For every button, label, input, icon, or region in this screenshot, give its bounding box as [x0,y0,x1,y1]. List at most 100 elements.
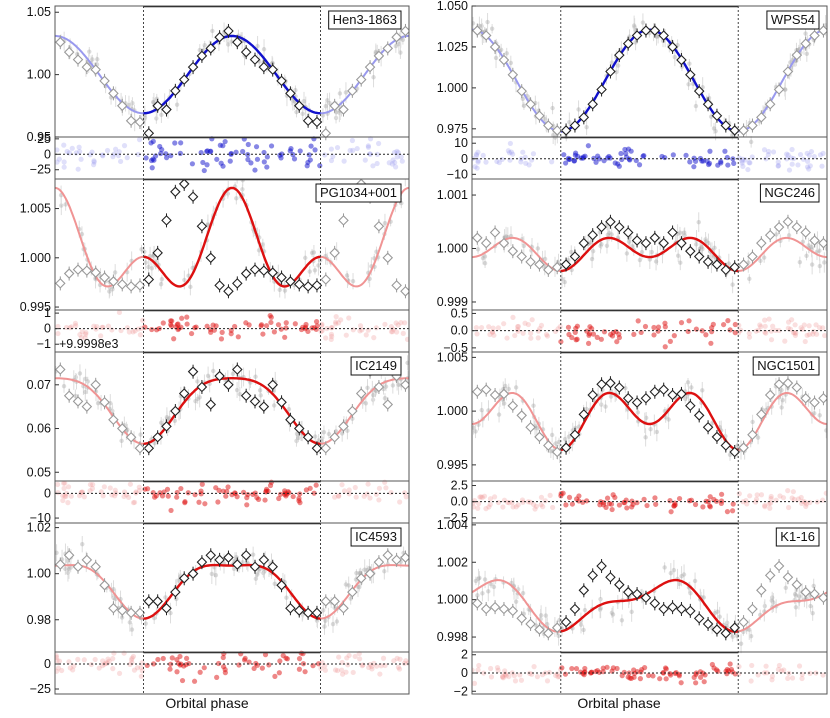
residual-point [565,324,572,330]
binned-data-point [161,104,172,115]
residual-point [67,325,73,331]
object-name-box [350,527,402,547]
raw-data-point [706,240,711,246]
resid-y-tick-label: 0 [44,147,51,161]
binned-data-point [818,392,827,404]
residual-point [272,673,278,679]
binned-data-point [543,440,554,451]
residual-point [476,662,482,669]
residual-point [668,509,674,515]
raw-data-point [675,253,681,258]
residual-point [70,667,76,673]
raw-data-point [65,570,71,576]
raw-data-point [320,113,326,118]
residual-point [347,147,353,154]
y-tick-label: 1.025 [437,40,468,54]
y-tick-label: 0.06 [27,422,51,436]
raw-data-point [817,248,822,253]
residual-point [192,325,198,331]
raw-data-point [66,566,72,572]
binned-data-point [578,237,590,249]
raw-data-point [678,260,683,265]
residual-point [352,653,358,660]
binned-data-point [649,598,661,609]
residual-point [235,334,241,340]
residual-point [542,498,548,504]
binned-data-point [205,43,217,54]
residual-point [807,163,813,169]
residual-point [736,155,742,161]
residual-point [268,143,275,149]
raw-data-point [793,605,799,610]
residual-point [336,654,342,660]
raw-data-point [668,570,674,576]
raw-data-point [312,268,318,273]
y-tick-label: 0.975 [437,122,468,136]
residual-point [263,323,270,329]
residual-point [160,320,166,326]
residual-point [350,327,356,333]
residual-point [634,500,640,506]
residual-point [136,137,143,143]
residual-point [386,160,392,166]
raw-data-point [679,573,684,579]
residual-point [813,331,820,337]
residual-point [472,164,478,170]
raw-data-point [382,396,388,401]
residual-point [488,674,495,680]
residual-point [129,659,135,666]
raw-data-point [597,607,603,612]
residual-point [532,506,538,512]
residual-point [218,336,225,342]
residual-point [224,488,230,495]
residual-point [768,328,774,334]
residual-point [307,157,313,163]
raw-data-point [90,57,95,62]
raw-data-point [143,621,148,626]
residual-point [550,504,556,511]
residual-point [557,323,563,330]
raw-data-point [713,128,718,134]
binned-data-point [480,237,492,249]
raw-data-point [362,567,367,572]
residual-point [486,504,492,510]
binned-data-point [614,221,625,233]
binned-data-point [55,36,66,48]
residual-point [398,320,404,326]
residual-point [604,495,611,501]
binned-data-point [747,120,758,131]
residual-point [761,147,768,153]
residual-point [91,159,97,165]
residual-point [795,496,802,502]
binned-data-point [293,605,305,616]
binned-data-point [187,568,199,579]
residual-point [518,677,525,683]
binned-data-point [400,25,409,37]
resid-y-tick-label: 0.5 [451,306,468,320]
panel-ngc1501: 0.995 1.000 1.005 −2.5 0.0 2.5 NGC1501 [437,350,828,525]
residual-point [753,328,759,334]
binned-data-point [161,602,172,614]
residual-point [678,680,684,686]
residual-point [184,655,190,661]
residual-point [373,325,379,331]
residual-point [624,505,630,511]
residual-point [619,156,625,163]
binned-data-point [569,429,581,441]
residual-point [91,158,97,164]
residual-point [636,162,643,168]
residual-point [803,503,809,509]
binned-data-point [640,25,652,36]
residual-point [218,160,224,166]
residual-point [276,670,282,676]
residual-point [582,665,588,672]
binned-data-point [667,227,678,238]
binned-data-point [355,573,367,584]
residual-point [722,148,728,154]
binned-data-point [134,442,146,454]
residual-point [683,152,689,158]
raw-data-point [348,596,353,601]
residual-point [367,151,373,157]
residual-point [475,159,481,165]
raw-data-point [786,233,792,238]
